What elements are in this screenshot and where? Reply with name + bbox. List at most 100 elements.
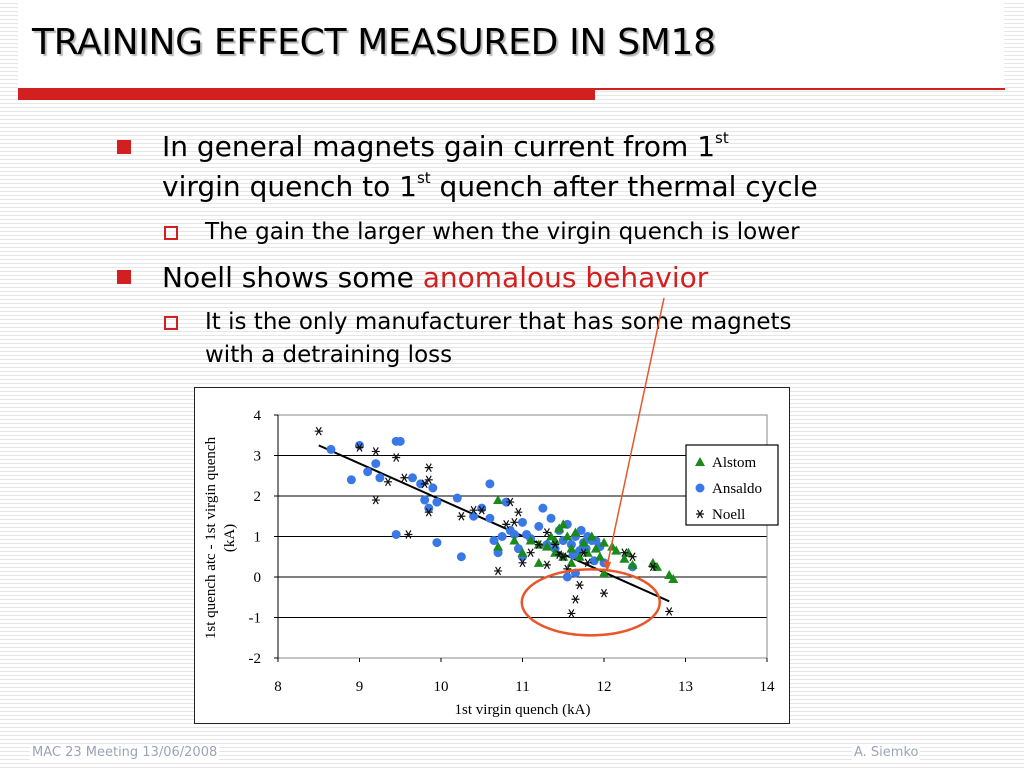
alstom-point: [509, 535, 520, 545]
bullet-1-sup-b: st: [416, 169, 431, 187]
noell-point-glyph: [510, 518, 519, 527]
ansaldo-point: [518, 517, 527, 527]
title-underline-bar: [18, 88, 595, 100]
bullet-2-text: Noell shows some: [162, 261, 423, 294]
noell-point: [424, 507, 433, 517]
alstom-point: [493, 541, 504, 551]
noell-point: [424, 475, 433, 485]
alstom-point: [566, 557, 577, 567]
ansaldo-point: [456, 552, 466, 562]
ansaldo-point: [485, 479, 495, 489]
noell-point-glyph: [579, 548, 588, 558]
bullet-1-line-2: virgin quench to 1st quench after therma…: [162, 167, 818, 206]
noell-point-glyph: [567, 609, 576, 618]
ansaldo-point: [576, 525, 586, 535]
noell-point: [494, 566, 503, 576]
alstom-point: [546, 531, 557, 541]
y-tick-label: 4: [254, 408, 262, 424]
noell-point: [542, 560, 551, 570]
legend-ansaldo-marker: [695, 483, 705, 493]
noell-point-glyph: [542, 528, 551, 537]
ansaldo-point: [485, 513, 495, 523]
noell-point: [400, 473, 409, 483]
ansaldo-point: [489, 536, 499, 546]
noell-point-glyph: [371, 447, 380, 456]
footer-left: MAC 23 Meeting 13/06/2008: [30, 745, 220, 760]
ansaldo-point: [513, 544, 523, 554]
chart-panel: 8 9 10 11 12 13 14 4 3 2 1 0 -1 -2 1st virgin quench (…: [194, 387, 790, 724]
noell-point-glyph: [404, 530, 413, 539]
ansaldo-point: [424, 503, 434, 513]
bullet-2-highlight: anomalous behavior: [422, 261, 709, 294]
alstom-point: [517, 547, 528, 557]
noell-point: [567, 609, 576, 618]
noell-point-glyph: [392, 453, 401, 462]
ansaldo-point: [371, 459, 381, 469]
bullet-1-sup-a: st: [715, 129, 729, 147]
legend-noell-label: Noell: [712, 507, 745, 523]
alstom-point: [594, 551, 605, 561]
noell-point-glyph: [457, 511, 466, 521]
x-tick-label: 11: [515, 679, 529, 695]
x-tick-label: 12: [597, 679, 612, 695]
alstom-point: [558, 519, 569, 529]
ansaldo-point: [395, 436, 405, 446]
bullet-1-line-1: In general magnets gain current from 1st: [162, 127, 729, 166]
y-tick-label: 0: [254, 570, 262, 586]
x-tick-label: 13: [678, 679, 693, 695]
alstom-point: [668, 574, 679, 584]
noell-point-glyph: [542, 560, 551, 570]
noell-point-glyph: [506, 497, 515, 507]
noell-point-glyph: [424, 463, 433, 472]
alstom-point: [664, 569, 675, 579]
noell-point: [534, 540, 543, 549]
noell-point-glyph: [371, 495, 380, 505]
x-tick-label: 10: [434, 679, 449, 695]
noell-point: [314, 426, 323, 436]
trend-line: [318, 444, 670, 603]
ansaldo-point: [538, 503, 548, 513]
alstom-point: [590, 543, 601, 553]
noell-point-glyph: [384, 477, 393, 487]
alstom-point: [570, 527, 581, 537]
title-area: [18, 0, 1004, 88]
noell-point: [526, 548, 535, 558]
alstom-point: [566, 543, 577, 553]
noell-point: [371, 447, 380, 456]
slide-title: TRAINING EFFECT MEASURED IN SM18: [32, 22, 716, 63]
y-axis-label: 1st quench atc - 1st virgin quench: [203, 436, 219, 639]
noell-point: [571, 594, 580, 604]
y-tick-label: 3: [254, 449, 262, 465]
noell-point-glyph: [571, 594, 580, 604]
noell-point-glyph: [400, 473, 409, 483]
noell-point: [583, 558, 592, 568]
alstom-point: [493, 495, 504, 505]
ansaldo-point: [509, 529, 519, 539]
noell-point-glyph: [600, 588, 608, 598]
alstom-point: [562, 531, 573, 541]
ansaldo-point: [346, 475, 356, 485]
noell-point: [502, 520, 511, 529]
noell-point-glyph: [314, 426, 323, 436]
legend-alstom-marker: [695, 457, 705, 466]
y-axis-label-unit: (kA): [222, 524, 238, 552]
ansaldo-point: [497, 532, 507, 541]
ansaldo-point: [570, 568, 580, 578]
sub-bullet-1-text: The gain the larger when the virgin quen…: [205, 219, 800, 245]
sub-bullet-hollow-square-icon: [164, 316, 178, 330]
noell-point-glyph: [559, 552, 568, 562]
ansaldo-point: [326, 444, 336, 454]
noell-point-glyph: [526, 548, 535, 558]
noell-point: [600, 588, 608, 598]
noell-point: [355, 443, 364, 452]
alstom-point: [550, 535, 561, 545]
noell-point: [404, 530, 413, 539]
ansaldo-point: [428, 483, 438, 493]
y-tick-label: -1: [249, 611, 262, 627]
noell-point: [392, 453, 401, 462]
bullet-2-line: Noell shows some anomalous behavior: [162, 258, 708, 297]
noell-point: [559, 552, 568, 562]
ansaldo-point: [420, 495, 430, 505]
noell-point-glyph: [469, 505, 478, 515]
